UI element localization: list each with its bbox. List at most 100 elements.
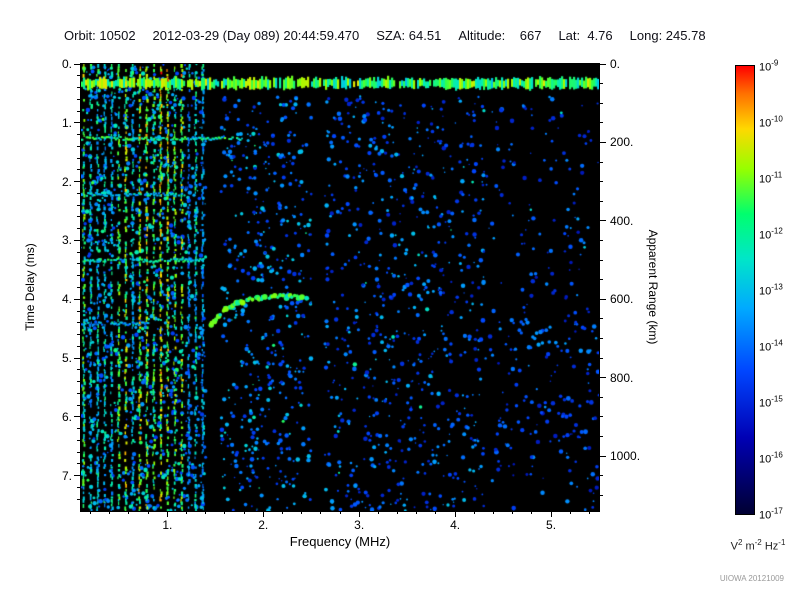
y-tick-major <box>74 181 80 183</box>
range-tick-minor <box>599 494 603 496</box>
header-orbit: Orbit: 10502 <box>64 28 136 43</box>
range-tick-minor <box>599 83 603 85</box>
y-tick-minor <box>77 310 80 312</box>
range-tick-minor <box>599 239 603 241</box>
x-tick-minor <box>301 511 303 514</box>
range-tick-label: 1000. <box>610 449 641 464</box>
y-tick-minor <box>77 287 80 288</box>
y-tick-major <box>74 298 80 300</box>
colorbar-tick-label: 10-13 <box>759 282 783 298</box>
y-tick-minor <box>77 216 80 218</box>
range-tick-label: 0. <box>610 57 621 71</box>
spectrogram-plot: 1. 2. 3. 4. 5. 0. 1. 2. 3. 4. 5. 6. 7. 0. 200. 400. 600.… <box>62 57 640 532</box>
y-tick-minor <box>77 169 80 171</box>
y-tick-minor <box>77 192 80 194</box>
y-tick-minor <box>77 463 80 465</box>
range-tick-label: 600. <box>610 292 634 307</box>
x-tick-label: 2. <box>258 518 269 532</box>
y-tick-minor <box>77 369 80 371</box>
x-tick-minor <box>512 511 514 514</box>
y-tick-minor <box>77 345 80 347</box>
y-tick-minor <box>77 263 80 265</box>
y-tick-major <box>74 416 80 418</box>
range-tick-minor <box>599 161 603 163</box>
y-tick-minor <box>77 145 80 147</box>
range-tick-minor <box>599 318 603 320</box>
header-datetime: 2012-03-29 (Day 089) 20:44:59.470 <box>152 28 360 43</box>
colorbar-tick-label: 10-17 <box>759 506 783 522</box>
range-tick-minor <box>599 122 603 124</box>
y-tick-minor <box>77 110 80 112</box>
x-tick-minor <box>186 511 188 514</box>
colorbar: 10-9 10-10 10-11 10-12 10-13 10-14 10-15 10-16 1… <box>735 59 783 521</box>
x-tick-label: 4. <box>450 518 461 532</box>
x-tick-label: 1. <box>162 518 173 532</box>
colorbar-tick-label: 10-11 <box>759 170 783 186</box>
y-axis-title-left: Time Delay (ms) <box>23 243 37 331</box>
x-tick-minor <box>90 511 92 514</box>
range-tick-major <box>599 455 606 457</box>
range-tick-major <box>599 141 606 143</box>
x-tick-major <box>358 511 360 517</box>
x-axis-title: Frequency (MHz) <box>289 534 391 549</box>
range-tick-major <box>599 377 606 379</box>
header-long: Long: 245.78 <box>629 28 706 43</box>
y-tick-label: 7. <box>61 468 72 483</box>
y-tick-label: 1. <box>61 115 72 130</box>
range-tick-label: 800. <box>610 370 634 385</box>
y-tick-minor <box>77 381 80 383</box>
y-tick-label: 5. <box>61 351 72 366</box>
y-tick-label: 0. <box>61 57 72 71</box>
y-tick-minor <box>77 228 80 230</box>
x-tick-minor <box>531 511 533 514</box>
colorbar-tick-label: 10-10 <box>759 114 783 130</box>
x-tick-major <box>166 511 168 517</box>
range-tick-minor <box>599 259 603 261</box>
y-tick-major <box>74 475 80 477</box>
colorbar-tick-label: 10-12 <box>759 226 783 242</box>
y-tick-minor <box>77 404 80 406</box>
y-tick-minor <box>77 392 80 394</box>
range-tick-label: 400. <box>610 213 634 228</box>
y-tick-minor <box>77 486 80 488</box>
y-tick-major <box>74 357 80 359</box>
y-axis-title-right: Apparent Range (km) <box>646 229 660 345</box>
x-tick-minor <box>473 511 475 514</box>
y-tick-minor <box>77 275 80 277</box>
range-tick-major <box>599 220 606 222</box>
y-tick-minor <box>77 439 80 441</box>
range-tick-minor <box>599 396 603 398</box>
x-tick-minor <box>339 511 341 514</box>
y-tick-minor <box>77 87 80 89</box>
colorbar-tick-label: 10-16 <box>759 450 783 466</box>
y-tick-label: 6. <box>61 409 72 424</box>
x-tick-minor <box>281 511 283 514</box>
y-tick-major <box>74 239 80 241</box>
y-tick-minor <box>77 451 80 453</box>
y-tick-label: 2. <box>61 174 72 189</box>
colorbar-gradient <box>736 66 754 514</box>
x-tick-minor <box>224 511 226 514</box>
x-tick-minor <box>147 511 149 514</box>
y-tick-major <box>74 122 80 124</box>
range-tick-minor <box>599 200 603 202</box>
colorbar-tick-label: 10-14 <box>759 338 783 354</box>
y-tick-minor <box>77 251 80 253</box>
y-tick-minor <box>77 98 80 100</box>
x-tick-minor <box>128 511 130 514</box>
x-tick-minor <box>588 511 590 514</box>
y-tick-minor <box>77 157 80 159</box>
y-tick-minor <box>77 134 80 136</box>
y-tick-label: 4. <box>61 292 72 307</box>
header-info: Orbit: 10502 2012-03-29 (Day 089) 20:44:… <box>64 28 706 43</box>
x-tick-minor <box>397 511 399 514</box>
range-tick-minor <box>599 279 603 281</box>
range-tick-minor <box>599 416 603 418</box>
x-tick-minor <box>243 511 245 514</box>
range-tick-minor <box>599 102 603 104</box>
x-tick-major <box>262 511 264 517</box>
x-tick-major <box>550 511 552 517</box>
y-tick-major <box>74 63 80 65</box>
x-tick-minor <box>109 511 111 514</box>
